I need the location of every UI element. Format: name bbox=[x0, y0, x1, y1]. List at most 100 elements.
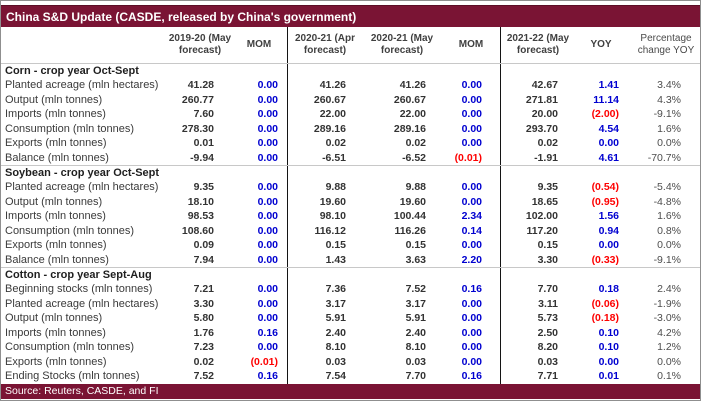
value-cell: 2.20 bbox=[461, 253, 482, 266]
value-cell: (0.95) bbox=[591, 195, 619, 208]
value-cell: 41.26 bbox=[399, 79, 426, 92]
value-cell: 0.02 bbox=[193, 355, 214, 368]
row-label: Consumption (mln tonnes) bbox=[5, 122, 135, 135]
value-cell: 8.20 bbox=[500, 340, 570, 355]
value-cell: 0.00 bbox=[257, 151, 278, 164]
column-header: MOM bbox=[246, 38, 272, 50]
value-cell: 1.6% bbox=[657, 210, 681, 223]
value-cell: 0.02 bbox=[500, 136, 570, 151]
table-row: Output (mln tonnes) 18.10 0.00 19.60 19.60 0.… bbox=[1, 194, 700, 209]
value-cell: 0.00 bbox=[461, 312, 482, 325]
section-spacer-cell bbox=[442, 268, 500, 282]
row-label-header bbox=[1, 27, 169, 63]
table-row: Beginning stocks (mln tonnes) 7.21 0.00 7.3… bbox=[1, 282, 700, 297]
table-row: Output (mln tonnes) 260.77 0.00 260.67 260.6… bbox=[1, 92, 700, 107]
value-cell: 41.26 bbox=[287, 78, 362, 93]
value-cell: 0.00 bbox=[257, 93, 278, 106]
section-spacer-cell bbox=[362, 166, 442, 180]
value-cell: 9.88 bbox=[405, 181, 426, 194]
value-cell: 5.91 bbox=[405, 312, 426, 325]
row-label: Output (mln tonnes) bbox=[5, 93, 103, 106]
value-cell: 5.80 bbox=[193, 312, 214, 325]
value-cell: 0.00 bbox=[461, 239, 482, 252]
value-cell: 0.00 bbox=[257, 137, 278, 150]
value-cell: 0.00 bbox=[598, 239, 619, 252]
value-cell: 100.44 bbox=[393, 210, 426, 223]
section-spacer-cell bbox=[570, 166, 632, 180]
table-row: Exports (mln tonnes) 0.02 (0.01) 0.03 0.03 0.… bbox=[1, 354, 700, 369]
value-cell: 3.63 bbox=[405, 253, 426, 266]
value-cell: 117.20 bbox=[500, 223, 570, 238]
section-title: Corn - crop year Oct-Sept bbox=[5, 65, 139, 77]
value-cell: -4.8% bbox=[653, 195, 681, 208]
section-spacer-cell bbox=[169, 166, 231, 180]
value-cell: 7.60 bbox=[193, 108, 214, 121]
section-spacer-cell bbox=[570, 268, 632, 282]
section-spacer-cell bbox=[287, 166, 362, 180]
section-spacer-cell bbox=[500, 268, 570, 282]
section-spacer-cell bbox=[500, 166, 570, 180]
row-label: Balance (mln tonnes) bbox=[5, 253, 109, 266]
value-cell: 7.70 bbox=[500, 282, 570, 297]
table-row: Output (mln tonnes) 5.80 0.00 5.91 5.91 0.00 5… bbox=[1, 311, 700, 326]
column-header: MOM bbox=[458, 38, 484, 50]
value-cell: 0.03 bbox=[405, 355, 426, 368]
value-cell: -6.52 bbox=[402, 151, 426, 164]
value-cell: -70.7% bbox=[647, 151, 681, 164]
value-cell: 0.0% bbox=[657, 137, 681, 150]
section-spacer-cell bbox=[632, 268, 700, 282]
value-cell: 0.01 bbox=[598, 370, 619, 383]
row-label: Ending Stocks (mln tonnes) bbox=[5, 370, 140, 383]
value-cell: 5.73 bbox=[500, 311, 570, 326]
value-cell: 7.23 bbox=[193, 341, 214, 354]
value-cell: 4.2% bbox=[657, 326, 681, 339]
table-body: Corn - crop year Oct-Sept Planted acreage… bbox=[1, 63, 700, 384]
value-cell: 0.00 bbox=[257, 341, 278, 354]
table-row: Imports (mln tonnes) 1.76 0.16 2.40 2.40 0.00… bbox=[1, 325, 700, 340]
value-cell: 1.56 bbox=[598, 210, 619, 223]
value-cell: -9.1% bbox=[653, 108, 681, 121]
value-cell: 3.17 bbox=[287, 296, 362, 311]
section-spacer-cell bbox=[632, 166, 700, 180]
value-cell: -9.1% bbox=[653, 253, 681, 266]
value-cell: 293.70 bbox=[500, 121, 570, 136]
value-cell: 11.14 bbox=[593, 93, 619, 106]
value-cell: 7.70 bbox=[405, 370, 426, 383]
section-header-row: Corn - crop year Oct-Sept bbox=[1, 63, 700, 78]
value-cell: 0.94 bbox=[598, 224, 619, 237]
section-spacer-cell bbox=[169, 268, 231, 282]
value-cell: 98.53 bbox=[187, 210, 214, 223]
row-label: Imports (mln tonnes) bbox=[5, 108, 106, 121]
value-cell: 0.00 bbox=[461, 79, 482, 92]
value-cell: 0.00 bbox=[257, 283, 278, 296]
value-cell: 0.8% bbox=[657, 224, 681, 237]
table-row: Planted acreage (mln hectares) 3.30 0.00 3.… bbox=[1, 296, 700, 311]
value-cell: 0.00 bbox=[461, 137, 482, 150]
value-cell: 0.00 bbox=[257, 312, 278, 325]
value-cell: 7.52 bbox=[405, 283, 426, 296]
value-cell: 0.16 bbox=[461, 283, 482, 296]
value-cell: 4.61 bbox=[598, 151, 619, 164]
section-spacer-cell bbox=[500, 64, 570, 78]
row-label: Consumption (mln tonnes) bbox=[5, 341, 135, 354]
value-cell: 0.00 bbox=[598, 355, 619, 368]
value-cell: 0.00 bbox=[461, 297, 482, 310]
value-cell: 0.1% bbox=[657, 370, 681, 383]
value-cell: (0.33) bbox=[591, 253, 619, 266]
table-row: Balance (mln tonnes) 7.94 0.00 1.43 3.63 2.20… bbox=[1, 252, 700, 267]
value-cell: 0.00 bbox=[257, 239, 278, 252]
row-label: Consumption (mln tonnes) bbox=[5, 224, 135, 237]
value-cell: 2.50 bbox=[500, 325, 570, 340]
section-header-row: Cotton - crop year Sept-Aug bbox=[1, 267, 700, 282]
source-text: Source: Reuters, CASDE, and FI bbox=[5, 385, 159, 397]
value-cell: 20.00 bbox=[500, 107, 570, 122]
value-cell: 0.0% bbox=[657, 239, 681, 252]
value-cell: 0.00 bbox=[461, 108, 482, 121]
table-row: Planted acreage (mln hectares) 41.28 0.00 4… bbox=[1, 78, 700, 93]
value-cell: 7.54 bbox=[287, 369, 362, 384]
value-cell: 19.60 bbox=[287, 194, 362, 209]
value-cell: 0.00 bbox=[257, 224, 278, 237]
value-cell: 98.10 bbox=[287, 209, 362, 224]
value-cell: 0.10 bbox=[598, 326, 619, 339]
